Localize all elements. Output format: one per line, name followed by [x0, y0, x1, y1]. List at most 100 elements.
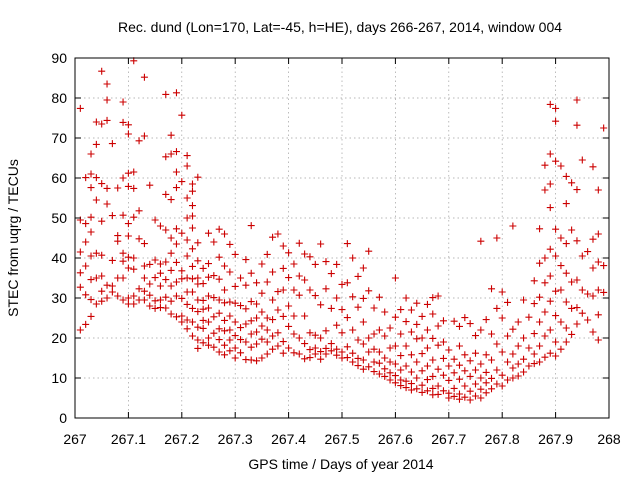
data-point	[322, 258, 330, 266]
data-point	[140, 240, 148, 248]
data-point	[439, 317, 447, 325]
data-point	[466, 372, 474, 380]
data-point	[98, 287, 106, 295]
data-point	[568, 304, 576, 312]
y-tick-label: 0	[59, 410, 67, 426]
y-axis-tick-labels: 0 10 20 30 40 50 60 70 80 90	[51, 50, 67, 426]
data-point	[156, 296, 164, 304]
data-point	[215, 275, 223, 283]
data-point	[450, 317, 458, 325]
data-point	[461, 382, 469, 390]
data-point	[301, 355, 309, 363]
data-point	[311, 344, 319, 352]
data-point	[242, 320, 250, 328]
data-point	[375, 326, 383, 334]
data-point	[210, 238, 218, 246]
data-point	[413, 299, 421, 307]
data-point	[418, 388, 426, 396]
data-point	[167, 196, 175, 204]
data-point	[333, 321, 341, 329]
data-point	[557, 318, 565, 326]
data-point	[594, 186, 602, 194]
data-point	[552, 117, 560, 125]
data-point	[488, 356, 496, 364]
data-point	[472, 366, 479, 374]
data-point	[76, 104, 84, 112]
data-point	[82, 320, 90, 328]
data-point	[221, 262, 229, 270]
data-point	[600, 262, 608, 270]
data-point	[124, 232, 132, 240]
x-tick-label: 267.2	[164, 431, 199, 447]
data-point	[247, 343, 255, 351]
data-point	[455, 375, 463, 383]
data-point	[119, 98, 127, 106]
data-point	[199, 280, 207, 288]
data-point	[461, 314, 469, 322]
data-point	[504, 358, 512, 366]
data-point	[247, 330, 255, 338]
data-point	[333, 294, 341, 302]
data-point	[108, 256, 116, 264]
data-point	[301, 250, 309, 258]
data-point	[167, 282, 175, 290]
data-point	[205, 273, 212, 281]
data-point	[226, 240, 234, 248]
data-point	[231, 354, 239, 362]
x-tick-label: 267	[63, 431, 87, 447]
data-point	[429, 384, 437, 392]
data-point	[98, 272, 106, 280]
data-point	[258, 260, 266, 268]
data-point	[124, 121, 132, 129]
data-point	[162, 153, 170, 161]
data-point	[215, 296, 223, 304]
data-point	[167, 131, 175, 139]
data-point	[119, 274, 127, 282]
data-point	[541, 332, 549, 340]
data-point	[156, 222, 164, 230]
data-point	[568, 278, 576, 286]
data-point	[434, 292, 442, 300]
data-point	[92, 118, 100, 126]
data-point	[242, 256, 250, 264]
data-point	[183, 162, 191, 170]
x-tick-label: 267.4	[271, 431, 306, 447]
data-point	[546, 204, 554, 212]
data-point	[359, 365, 367, 373]
data-point	[573, 96, 581, 104]
data-point	[520, 355, 528, 363]
data-point	[552, 104, 560, 112]
data-point	[279, 349, 287, 357]
data-point	[221, 316, 229, 324]
data-point	[541, 254, 549, 262]
data-point	[546, 150, 554, 158]
data-point	[370, 330, 378, 338]
data-point	[386, 324, 394, 332]
data-point	[130, 292, 138, 300]
data-point	[520, 296, 528, 304]
data-point	[413, 335, 421, 343]
data-point	[279, 338, 287, 346]
data-point	[210, 313, 218, 321]
data-point	[407, 306, 415, 314]
x-tick-label: 268	[597, 431, 621, 447]
data-point	[504, 376, 512, 384]
data-point	[381, 372, 389, 380]
data-point	[562, 338, 570, 346]
data-point	[584, 316, 592, 324]
data-point	[429, 372, 437, 380]
data-point	[258, 354, 266, 362]
data-point	[279, 242, 287, 250]
data-point	[573, 276, 581, 284]
data-point	[557, 234, 565, 242]
data-point	[76, 283, 84, 291]
data-point	[92, 140, 100, 148]
data-point	[402, 342, 410, 350]
data-point	[343, 240, 351, 248]
data-point	[568, 179, 576, 187]
data-point	[98, 217, 106, 225]
data-point	[455, 342, 463, 350]
data-point	[397, 330, 405, 338]
data-point	[199, 305, 207, 313]
data-point	[402, 384, 410, 392]
